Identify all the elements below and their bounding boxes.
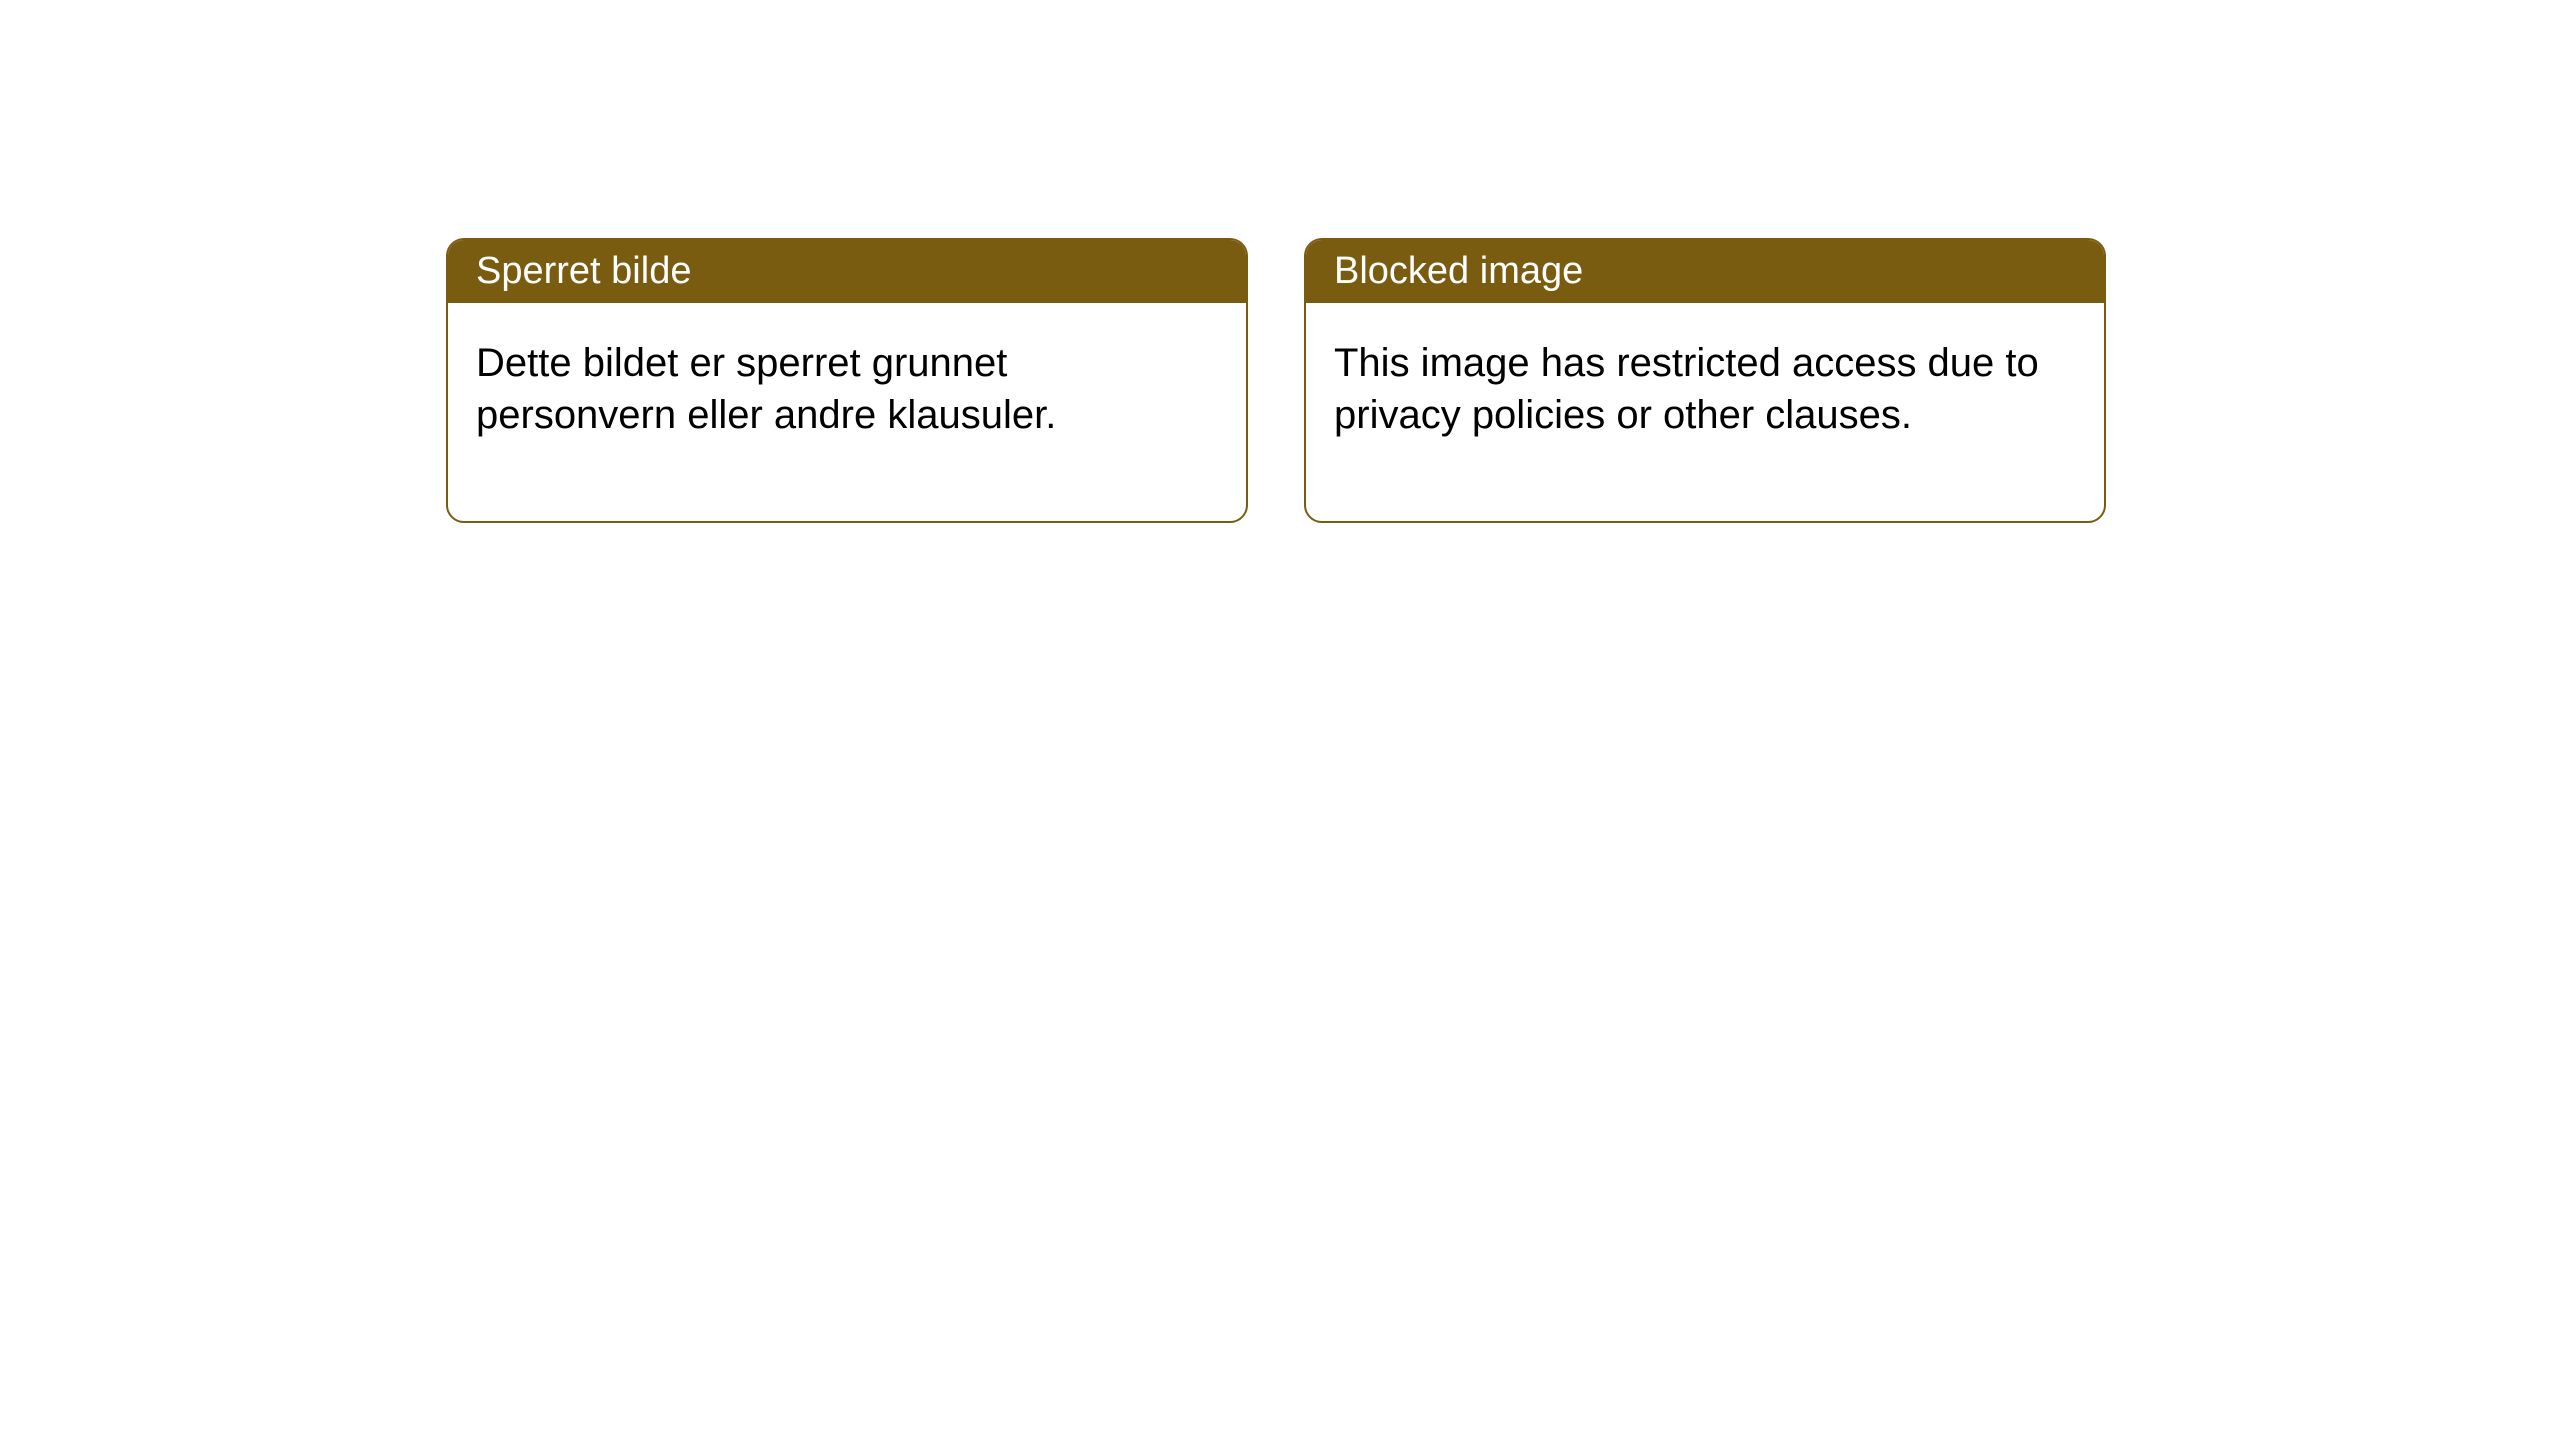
notice-body: This image has restricted access due to …	[1306, 303, 2104, 521]
notice-card-norwegian: Sperret bilde Dette bildet er sperret gr…	[446, 238, 1248, 523]
notice-container: Sperret bilde Dette bildet er sperret gr…	[0, 0, 2560, 523]
notice-header: Blocked image	[1306, 240, 2104, 303]
notice-body: Dette bildet er sperret grunnet personve…	[448, 303, 1246, 521]
notice-card-english: Blocked image This image has restricted …	[1304, 238, 2106, 523]
notice-header: Sperret bilde	[448, 240, 1246, 303]
